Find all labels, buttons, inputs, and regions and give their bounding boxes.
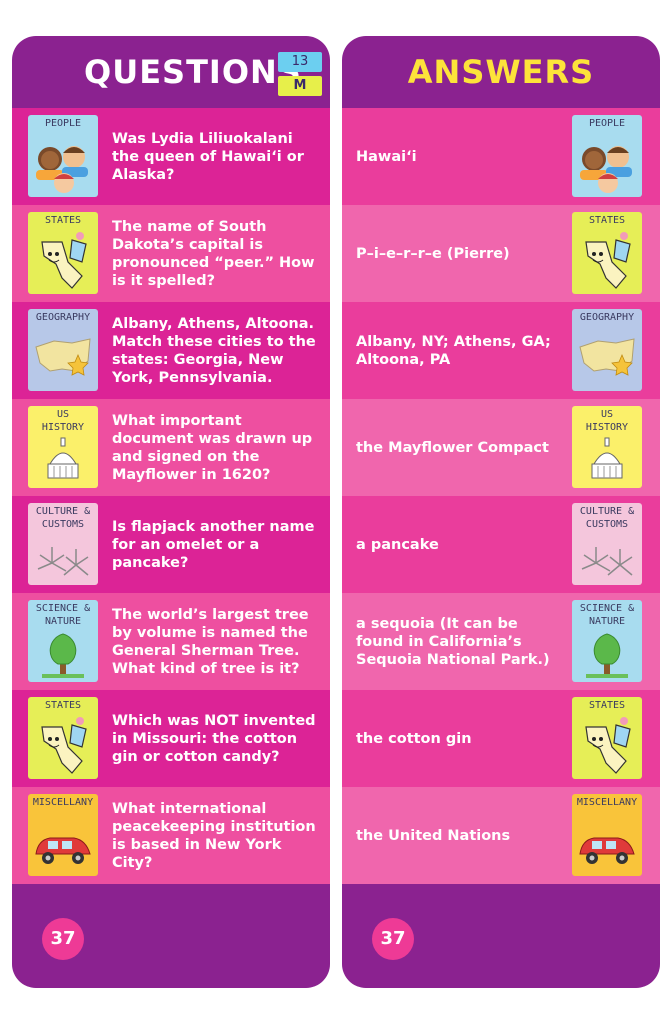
category-label: CULTURE & CUSTOMS: [579, 506, 635, 530]
question-text-box: Is flapjack another name for an omelet o…: [112, 496, 318, 593]
question-row: STATES Which was NOT invented in Missouri…: [12, 690, 330, 787]
category-label: STATES: [44, 215, 82, 226]
question-row: SCIENCE & NATURE The world’s largest tree…: [12, 593, 330, 690]
category-label: GEOGRAPHY: [35, 312, 91, 323]
question-text-box: The name of South Dakota’s capital is pr…: [112, 205, 318, 302]
question-text: Which was NOT invented in Missouri: the …: [112, 712, 316, 765]
question-row: PEOPLE Was Lydia Liliuokalani the queen o…: [12, 108, 330, 205]
category-label: GEOGRAPHY: [579, 312, 635, 323]
question-row: CULTURE & CUSTOMS Is flapjack another nam…: [12, 496, 330, 593]
answer-text: a pancake: [356, 536, 439, 553]
answer-text-box: Albany, NY; Athens, GA; Altoona, PA: [356, 302, 566, 399]
category-label: PEOPLE: [44, 118, 82, 129]
answer-row: Albany, NY; Athens, GA; Altoona, PA GEOGR…: [342, 302, 660, 399]
science-nature-icon: SCIENCE & NATURE: [572, 600, 642, 682]
questions-card: QUESTIONS 13 M PEOPLE Was Lydia Liliuokal…: [12, 36, 330, 988]
answer-row: the cotton gin STATES: [342, 690, 660, 787]
category-label: STATES: [588, 700, 626, 711]
question-text-box: What international peacekeeping institut…: [112, 787, 318, 884]
culture-customs-icon: CULTURE & CUSTOMS: [28, 503, 98, 585]
answer-text: a sequoia (It can be found in California…: [356, 615, 550, 668]
category-label: SCIENCE & NATURE: [579, 603, 635, 627]
question-text: What important document was drawn up and…: [112, 412, 313, 483]
answers-header: ANSWERS: [342, 36, 660, 108]
category-label: PEOPLE: [588, 118, 626, 129]
answer-text-box: a sequoia (It can be found in California…: [356, 593, 566, 690]
category-label: MISCELLANY: [32, 797, 94, 808]
geography-icon: GEOGRAPHY: [28, 309, 98, 391]
people-icon: PEOPLE: [28, 115, 98, 197]
answer-row: P–i–e–r–r–e (Pierre) STATES: [342, 205, 660, 302]
us-history-icon: US HISTORY: [572, 406, 642, 488]
question-text-box: Albany, Athens, Altoona. Match these cit…: [112, 302, 318, 399]
answer-row: the Mayflower Compact US HISTORY: [342, 399, 660, 496]
category-label: MISCELLANY: [576, 797, 638, 808]
answer-text-box: the Mayflower Compact: [356, 399, 566, 496]
answer-text-box: a pancake: [356, 496, 566, 593]
states-icon: STATES: [572, 212, 642, 294]
difficulty-badge: M: [278, 76, 322, 96]
culture-customs-icon: CULTURE & CUSTOMS: [572, 503, 642, 585]
geography-icon: GEOGRAPHY: [572, 309, 642, 391]
answer-text: P–i–e–r–r–e (Pierre): [356, 245, 510, 262]
answer-text-box: Hawai‘i: [356, 108, 566, 205]
people-icon: PEOPLE: [572, 115, 642, 197]
miscellany-icon: MISCELLANY: [28, 794, 98, 876]
states-icon: STATES: [572, 697, 642, 779]
answer-text: Hawai‘i: [356, 148, 417, 165]
question-row: US HISTORY What important document was dr…: [12, 399, 330, 496]
question-text: The name of South Dakota’s capital is pr…: [112, 218, 315, 289]
answers-list: Hawai‘i PEOPLE P–i–e–r–r–e (Pierre) STATES A…: [342, 108, 660, 884]
questions-page-number: 37: [42, 918, 84, 960]
answer-text: Albany, NY; Athens, GA; Altoona, PA: [356, 333, 551, 368]
category-label: US HISTORY: [585, 409, 629, 433]
answer-row: Hawai‘i PEOPLE: [342, 108, 660, 205]
miscellany-icon: MISCELLANY: [572, 794, 642, 876]
category-label: STATES: [44, 700, 82, 711]
question-row: GEOGRAPHY Albany, Athens, Altoona. Match …: [12, 302, 330, 399]
question-row: STATES The name of South Dakota’s capital…: [12, 205, 330, 302]
question-text-box: The world’s largest tree by volume is na…: [112, 593, 318, 690]
answer-text-box: P–i–e–r–r–e (Pierre): [356, 205, 566, 302]
question-text: Was Lydia Liliuokalani the queen of Hawa…: [112, 130, 304, 183]
answers-page-number: 37: [372, 918, 414, 960]
question-text-box: Which was NOT invented in Missouri: the …: [112, 690, 318, 787]
question-row: MISCELLANY What international peacekeepin…: [12, 787, 330, 884]
question-text: The world’s largest tree by volume is na…: [112, 606, 309, 677]
category-label: STATES: [588, 215, 626, 226]
level-badge: 13: [278, 52, 322, 72]
us-history-icon: US HISTORY: [28, 406, 98, 488]
answer-row: a sequoia (It can be found in California…: [342, 593, 660, 690]
question-text: What international peacekeeping institut…: [112, 800, 316, 871]
answer-row: the United Nations MISCELLANY: [342, 787, 660, 884]
answer-text-box: the United Nations: [356, 787, 566, 884]
answer-text: the Mayflower Compact: [356, 439, 549, 456]
questions-header: QUESTIONS 13 M: [12, 36, 330, 108]
question-text-box: Was Lydia Liliuokalani the queen of Hawa…: [112, 108, 318, 205]
questions-title: QUESTIONS: [84, 53, 302, 91]
answers-title: ANSWERS: [407, 53, 595, 91]
category-label: US HISTORY: [41, 409, 85, 433]
answer-text: the United Nations: [356, 827, 511, 844]
questions-list: PEOPLE Was Lydia Liliuokalani the queen o…: [12, 108, 330, 884]
category-label: CULTURE & CUSTOMS: [35, 506, 91, 530]
science-nature-icon: SCIENCE & NATURE: [28, 600, 98, 682]
states-icon: STATES: [28, 212, 98, 294]
category-label: SCIENCE & NATURE: [35, 603, 91, 627]
question-text-box: What important document was drawn up and…: [112, 399, 318, 496]
answers-card: ANSWERS Hawai‘i PEOPLE P–i–e–r–r–e (Pierre…: [342, 36, 660, 988]
states-icon: STATES: [28, 697, 98, 779]
question-text: Albany, Athens, Altoona. Match these cit…: [112, 315, 316, 386]
answer-row: a pancake CULTURE & CUSTOMS: [342, 496, 660, 593]
answer-text: the cotton gin: [356, 730, 472, 747]
question-text: Is flapjack another name for an omelet o…: [112, 518, 315, 571]
answer-text-box: the cotton gin: [356, 690, 566, 787]
